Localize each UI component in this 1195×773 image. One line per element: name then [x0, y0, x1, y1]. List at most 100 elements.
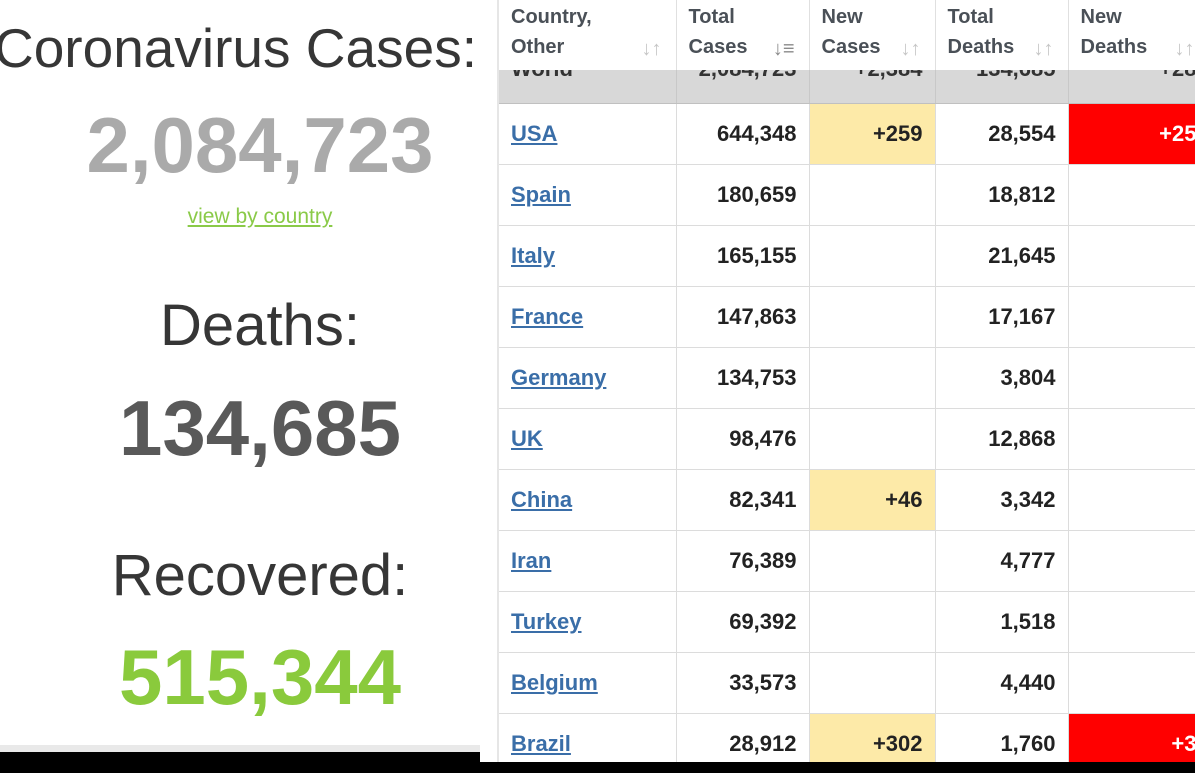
header-line: Other: [511, 36, 565, 58]
country-link[interactable]: USA: [511, 121, 558, 146]
country-cell: China: [499, 469, 677, 531]
world-total-cases-cell: 2,084,723: [676, 70, 810, 104]
table-left-border: [497, 0, 499, 762]
country-link[interactable]: Belgium: [511, 670, 598, 695]
total-cases-cell: 69,392: [676, 591, 810, 653]
country-cell: Iran: [499, 530, 677, 592]
sort-desc-icon[interactable]: ↓≡: [772, 38, 795, 60]
column-header-new-deaths[interactable]: New Deaths ↓↑: [1068, 0, 1195, 70]
country-cell: Germany: [499, 347, 677, 409]
total-deaths-cell: 3,804: [935, 347, 1069, 409]
total-deaths-cell: 28,554: [935, 103, 1069, 165]
total-cases-cell: 82,341: [676, 469, 810, 531]
countries-table: Country, Other ↓↑ Total Cases ↓≡ New Cas…: [499, 0, 1195, 773]
new-deaths-cell: [1068, 530, 1195, 592]
country-cell: Turkey: [499, 591, 677, 653]
column-header-total-cases[interactable]: Total Cases ↓≡: [676, 0, 810, 70]
total-cases-cell: 165,155: [676, 225, 810, 287]
new-cases-cell: [809, 652, 936, 714]
panel-bottom-strip: [0, 745, 480, 752]
total-cases-cell: 33,573: [676, 652, 810, 714]
column-header-country[interactable]: Country, Other ↓↑: [499, 0, 677, 70]
total-cases-cell: 76,389: [676, 530, 810, 592]
world-total-deaths-cell: 134,685: [935, 70, 1069, 104]
table-row: Iran 76,389 4,777: [499, 530, 1195, 592]
country-link[interactable]: Italy: [511, 243, 556, 268]
total-cases-cell: 147,863: [676, 286, 810, 348]
country-link[interactable]: China: [511, 487, 573, 512]
table-row: Spain 180,659 18,812: [499, 164, 1195, 226]
table-row: Germany 134,753 3,804: [499, 347, 1195, 409]
country-link[interactable]: Turkey: [511, 609, 582, 634]
total-cases-cell: 180,659: [676, 164, 810, 226]
sort-icon[interactable]: ↓↑: [1174, 38, 1195, 60]
total-deaths-cell: 18,812: [935, 164, 1069, 226]
header-line: Total: [688, 6, 735, 28]
country-link[interactable]: Iran: [511, 548, 552, 573]
recovered-count: 515,344: [119, 633, 401, 721]
sort-icon[interactable]: ↓↑: [641, 38, 662, 60]
country-link[interactable]: Germany: [511, 365, 607, 390]
total-deaths-cell: 12,868: [935, 408, 1069, 470]
new-deaths-cell: [1068, 225, 1195, 287]
new-cases-cell: [809, 164, 936, 226]
new-deaths-cell: [1068, 347, 1195, 409]
total-deaths-cell: 3,342: [935, 469, 1069, 531]
world-new-deaths-cell: +28: [1068, 70, 1195, 104]
new-cases-cell: +46: [809, 469, 936, 531]
new-cases-cell: [809, 347, 936, 409]
total-deaths-cell: 4,777: [935, 530, 1069, 592]
total-deaths-cell: 17,167: [935, 286, 1069, 348]
country-link[interactable]: Brazil: [511, 731, 571, 756]
table-row: UK 98,476 12,868: [499, 408, 1195, 470]
country-link[interactable]: Spain: [511, 182, 571, 207]
total-deaths-cell: 1,518: [935, 591, 1069, 653]
new-cases-cell: [809, 591, 936, 653]
new-deaths-cell: [1068, 286, 1195, 348]
table-row: China 82,341 +46 3,342: [499, 469, 1195, 531]
country-cell: Italy: [499, 225, 677, 287]
country-rows: USA 644,348 +259 28,554 +25 Spain 180,659 18,81…: [499, 103, 1195, 773]
world-total-row: World 2,084,723 +2,384 134,685 +28: [499, 70, 1195, 104]
country-cell: France: [499, 286, 677, 348]
country-cell: Spain: [499, 164, 677, 226]
header-line: Total: [947, 6, 994, 28]
header-line: Cases: [821, 36, 881, 58]
page-title: Coronavirus Cases:: [0, 17, 477, 79]
new-cases-cell: [809, 225, 936, 287]
total-cases-count: 2,084,723: [86, 101, 434, 189]
table-row: Turkey 69,392 1,518: [499, 591, 1195, 653]
new-deaths-cell: +25: [1068, 103, 1195, 165]
total-cases-cell: 644,348: [676, 103, 810, 165]
total-deaths-cell: 21,645: [935, 225, 1069, 287]
deaths-count: 134,685: [119, 384, 401, 472]
new-cases-cell: [809, 530, 936, 592]
header-line: Country,: [511, 6, 592, 28]
header-line: Deaths: [947, 36, 1015, 58]
world-new-cases-cell: +2,384: [809, 70, 936, 104]
column-header-new-cases[interactable]: New Cases ↓↑: [809, 0, 936, 70]
country-link[interactable]: France: [511, 304, 584, 329]
header-line: Deaths: [1080, 36, 1148, 58]
column-header-total-deaths[interactable]: Total Deaths ↓↑: [935, 0, 1069, 70]
new-cases-cell: [809, 408, 936, 470]
new-deaths-cell: [1068, 164, 1195, 226]
new-deaths-cell: [1068, 469, 1195, 531]
header-line: New: [821, 6, 863, 28]
country-cell: Belgium: [499, 652, 677, 714]
country-cell: USA: [499, 103, 677, 165]
sort-icon[interactable]: ↓↑: [1033, 38, 1054, 60]
table-row: Belgium 33,573 4,440: [499, 652, 1195, 714]
recovered-label: Recovered:: [111, 543, 409, 608]
table-row: USA 644,348 +259 28,554 +25: [499, 103, 1195, 165]
header-line: Cases: [688, 36, 748, 58]
header-line: New: [1080, 6, 1122, 28]
country-link[interactable]: UK: [511, 426, 543, 451]
new-cases-cell: +259: [809, 103, 936, 165]
world-country-cell: World: [499, 70, 677, 104]
table-row: Italy 165,155 21,645: [499, 225, 1195, 287]
view-by-country-link[interactable]: view by country: [187, 205, 333, 228]
sort-icon[interactable]: ↓↑: [900, 38, 921, 60]
new-deaths-cell: [1068, 408, 1195, 470]
